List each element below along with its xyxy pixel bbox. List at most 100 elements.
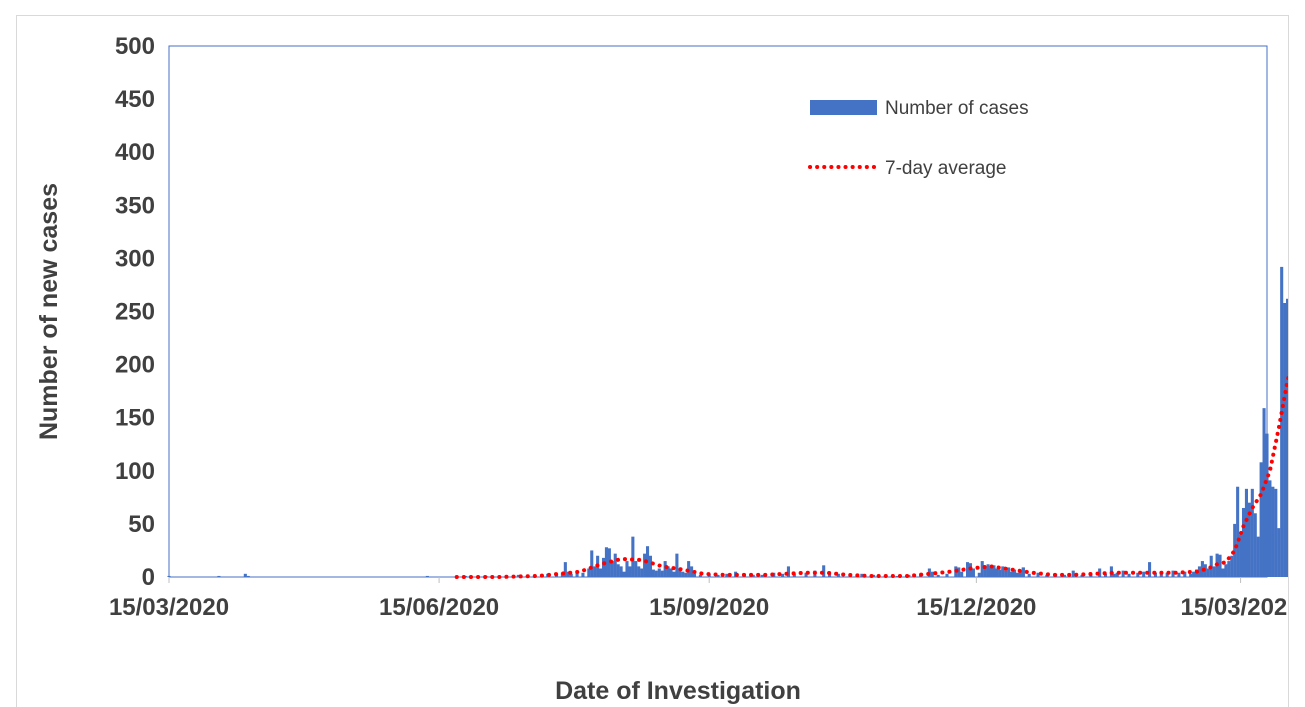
- bar: [1021, 567, 1025, 577]
- bar: [640, 568, 644, 577]
- bar: [1280, 266, 1284, 577]
- bar: [957, 567, 961, 577]
- bar: [1244, 488, 1248, 577]
- bar: [1189, 573, 1193, 577]
- bar: [1274, 488, 1278, 577]
- bar: [563, 562, 567, 577]
- bar: [1283, 303, 1287, 577]
- y-tick-label: 300: [115, 245, 155, 272]
- bar: [930, 571, 934, 577]
- bar: [1268, 480, 1272, 577]
- bar: [1148, 562, 1152, 577]
- bar: [1183, 571, 1187, 577]
- bar: [1071, 570, 1075, 577]
- bar: [637, 566, 641, 577]
- bar: [1127, 573, 1131, 577]
- bar: [980, 561, 984, 577]
- chart-svg: 0 50 100 150 200 250 300 350 400 450 500 15/03/202…: [35, 33, 1289, 705]
- bar: [604, 547, 608, 577]
- bar: [1142, 571, 1146, 577]
- bar: [1221, 568, 1225, 577]
- bar: [575, 571, 579, 577]
- x-tick-label: 15/03/2021: [1181, 594, 1289, 621]
- bar: [1080, 574, 1084, 577]
- bar: [692, 573, 697, 577]
- legend: Number of cases 7-day average: [808, 98, 1029, 179]
- bar: [581, 572, 585, 577]
- bar: [246, 575, 250, 577]
- bar: [1177, 572, 1181, 577]
- bar: [1012, 569, 1017, 577]
- bar: [1256, 536, 1260, 577]
- bar: [1010, 571, 1014, 577]
- bar: [1103, 573, 1108, 577]
- bar: [860, 573, 864, 577]
- bar: [1112, 573, 1116, 577]
- bar: [167, 575, 171, 577]
- x-tick-label: 15/09/2020: [649, 594, 769, 621]
- bar: [1286, 298, 1288, 577]
- average-line: [454, 371, 1288, 579]
- bar: [1007, 567, 1011, 577]
- bar: [590, 550, 594, 577]
- y-tick-label: 400: [115, 139, 155, 166]
- bar: [983, 566, 987, 577]
- bar: [1015, 572, 1019, 577]
- bar: [1218, 554, 1222, 577]
- y-tick-label: 250: [115, 299, 155, 326]
- bar: [593, 566, 597, 577]
- bar: [1247, 502, 1251, 577]
- bar: [822, 565, 826, 577]
- bar: [945, 573, 949, 577]
- bar: [725, 573, 729, 577]
- bar: [1230, 555, 1234, 577]
- bar: [648, 555, 653, 577]
- bar: [1001, 566, 1005, 577]
- y-tick-label: 450: [115, 86, 155, 113]
- bar: [610, 561, 614, 577]
- bar: [660, 570, 664, 577]
- average-line-layer: [454, 371, 1288, 579]
- bar: [622, 571, 626, 577]
- bar: [566, 571, 570, 577]
- bar: [1236, 486, 1240, 577]
- bar: [1277, 528, 1281, 577]
- bar: [1206, 568, 1210, 577]
- bar: [995, 568, 999, 577]
- y-axis-ticks: 0 50 100 150 200 250 300 350 400 450 500: [115, 33, 155, 591]
- bar: [651, 569, 655, 577]
- bar: [425, 575, 429, 577]
- bar: [1253, 513, 1257, 577]
- legend-bar-label: Number of cases: [885, 98, 1029, 119]
- bar: [601, 557, 606, 577]
- bar: [217, 575, 221, 577]
- x-axis-ticks: 15/03/2020 15/06/2020 15/09/2020 15/12/2020…: [109, 577, 1289, 621]
- bar: [1171, 570, 1175, 577]
- bar: [804, 572, 808, 577]
- x-tick-label: 15/06/2020: [379, 594, 499, 621]
- bar: [643, 553, 647, 577]
- bar: [971, 568, 975, 577]
- bar: [516, 574, 520, 577]
- chart-frame: 0 50 100 150 200 250 300 350 400 450 500 15/03/202…: [16, 15, 1289, 707]
- bar: [716, 574, 720, 577]
- bar: [666, 566, 670, 577]
- bar: [1259, 462, 1263, 577]
- bar: [669, 568, 673, 577]
- bar: [599, 568, 603, 577]
- bar: [1027, 573, 1031, 577]
- bar: [569, 573, 573, 577]
- bar: [1004, 570, 1008, 577]
- bar: [1153, 572, 1157, 577]
- bar: [1265, 433, 1269, 577]
- bar: [1271, 486, 1275, 577]
- bar: [836, 573, 840, 577]
- bar: [936, 574, 940, 577]
- y-axis-title: Number of new cases: [35, 183, 63, 440]
- x-tick-label: 15/03/2020: [109, 594, 229, 621]
- bar: [792, 573, 796, 577]
- y-tick-label: 350: [115, 192, 155, 219]
- bars-layer: [167, 266, 1288, 577]
- bar: [1192, 571, 1196, 577]
- bar: [675, 553, 679, 577]
